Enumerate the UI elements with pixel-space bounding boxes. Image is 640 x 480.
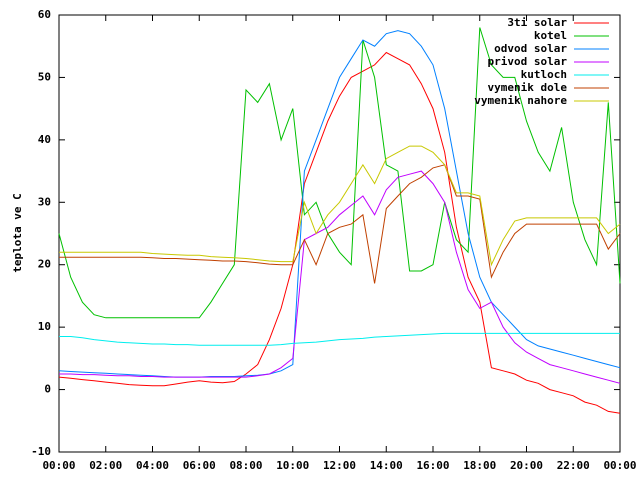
x-tick-label: 16:00 — [416, 459, 449, 472]
series-line — [59, 332, 620, 346]
y-tick-label: 0 — [44, 383, 51, 396]
x-tick-label: 00:00 — [603, 459, 636, 472]
x-tick-label: 14:00 — [370, 459, 403, 472]
legend-label: vymenik nahore — [474, 94, 567, 107]
y-tick-label: 10 — [38, 320, 51, 333]
y-tick-label: 40 — [38, 133, 51, 146]
y-tick-label: 50 — [38, 70, 51, 83]
x-tick-label: 04:00 — [136, 459, 169, 472]
legend-label: privod solar — [488, 55, 568, 68]
y-tick-label: 60 — [38, 8, 51, 21]
y-axis-label: teplota ve C — [11, 193, 24, 272]
x-tick-label: 20:00 — [510, 459, 543, 472]
legend-label: odvod solar — [494, 42, 567, 55]
legend-label: vymenik dole — [488, 81, 568, 94]
series-line — [59, 164, 621, 284]
series-line — [58, 51, 621, 414]
legend-label: kutloch — [521, 68, 567, 81]
x-tick-label: 12:00 — [323, 459, 356, 472]
x-tick-label: 02:00 — [89, 459, 122, 472]
y-tick-label: -10 — [31, 445, 51, 458]
legend-label: 3ti solar — [507, 16, 567, 29]
series-line — [59, 145, 621, 267]
x-tick-label: 06:00 — [183, 459, 216, 472]
y-tick-label: 20 — [38, 258, 51, 271]
x-tick-label: 08:00 — [229, 459, 262, 472]
series-line — [58, 30, 621, 378]
x-tick-label: 00:00 — [42, 459, 75, 472]
series-line — [59, 170, 621, 384]
x-tick-label: 22:00 — [557, 459, 590, 472]
x-tick-label: 10:00 — [276, 459, 309, 472]
series-line — [58, 27, 621, 319]
legend-label: kotel — [534, 29, 567, 42]
y-tick-label: 30 — [38, 195, 51, 208]
x-tick-label: 18:00 — [463, 459, 496, 472]
